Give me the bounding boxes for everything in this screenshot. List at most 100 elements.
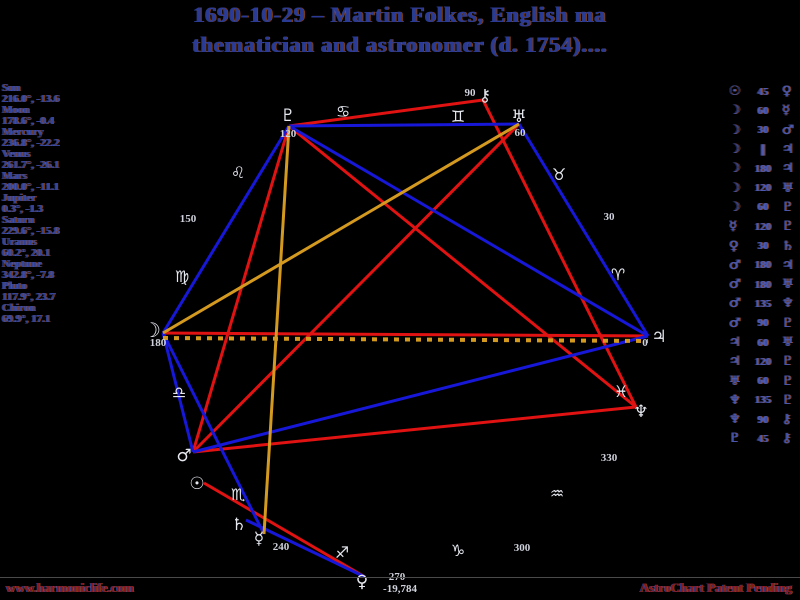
planet-coordinates: 200.0°, -11.1 <box>2 181 59 193</box>
ecliptic-degree-label: 150 <box>180 213 197 225</box>
planet-symbol: ♃ <box>782 161 794 177</box>
aspect-row: ♂ 135 ♆ <box>729 294 794 313</box>
planet-symbol: ☽ <box>729 199 741 215</box>
planet-symbol: ☉ <box>729 84 741 100</box>
planet-coordinates: 261.7°, -26.1 <box>2 159 60 171</box>
aspect-row: ☽ 60 ☿ <box>729 101 794 120</box>
planet-name: Saturn <box>2 214 35 226</box>
planet-glyph-chiron: ⚷ <box>479 86 491 106</box>
astrochart-watermark: AstroChart Patent Pending <box>639 580 792 595</box>
planet-symbol: ☿ <box>782 103 790 119</box>
aspect-angle: 45 <box>757 85 769 98</box>
planet-coordinates: 117.9°, 23.7 <box>2 291 56 303</box>
ephemeris-entry-chiron: Chiron 69.9°, 17.1 <box>2 303 60 325</box>
aspect-row: ♆ 135 ♇ <box>729 391 794 410</box>
planet-symbol: ♃ <box>729 335 741 350</box>
ecliptic-degree-label: 60 <box>515 127 527 139</box>
planet-symbol: ♅ <box>729 373 741 389</box>
aspect-angle: 120 <box>754 220 772 233</box>
aspect-angle: 180 <box>754 259 772 272</box>
aspect-line-mars-uranus <box>191 122 521 454</box>
ephemeris-panel: Sun 216.0°, -13.6 Moon 178.6°, -0.4 Mercury 2… <box>2 83 60 325</box>
page-title-line2: thematician and astronomer (d. 1754).... <box>192 32 608 57</box>
aspect-angle: 60 <box>757 201 769 214</box>
planet-name: Venus <box>2 148 31 160</box>
aspect-angle: 60 <box>757 375 769 388</box>
aspect-angle: 45 <box>757 432 769 445</box>
planet-coordinates: 236.8°, -22.2 <box>2 137 60 149</box>
planet-name: Moon <box>2 104 30 116</box>
planet-symbol: ♃ <box>782 257 794 273</box>
aspect-line-saturn-venus <box>245 518 366 579</box>
zodiac-sign-taurus: ♉ <box>552 165 566 184</box>
planet-glyph-saturn: ♄ <box>231 515 246 535</box>
aspect-angle: 135 <box>754 394 772 407</box>
aspect-angle: 180 <box>754 162 772 175</box>
zodiac-sign-cancer: ♋ <box>336 102 350 121</box>
aspect-row: ♂ 180 ♃ <box>729 256 794 275</box>
aspect-angle: 30 <box>757 124 769 137</box>
planet-glyph-pluto: ♇ <box>280 106 295 126</box>
planet-glyph-venus: ♀ <box>356 572 368 592</box>
aspect-row: ☿ 120 ♇ <box>729 217 794 236</box>
aspect-row: ♆ 90 ⚷ <box>729 410 794 429</box>
planet-symbol: ♂ <box>729 257 741 273</box>
ecliptic-degree-label: 90 <box>465 87 477 99</box>
planet-coordinates: 342.8°, -7.8 <box>2 269 55 281</box>
ecliptic-degree-label: 240 <box>273 541 290 553</box>
ephemeris-entry-uranus: Uranus 60.2°, 20.1 <box>2 237 60 259</box>
planet-symbol: ☽ <box>729 142 741 158</box>
planet-symbol: ♂ <box>729 277 741 293</box>
ephemeris-entry-venus: Venus 261.7°, -26.1 <box>2 149 60 171</box>
ecliptic-degree-label: 180 <box>150 337 167 349</box>
planet-symbol: ☿ <box>729 219 737 235</box>
planet-symbol: ☽ <box>729 161 741 177</box>
ecliptic-degree-label: 0 <box>642 337 648 349</box>
planet-symbol: ♇ <box>782 354 794 370</box>
planet-symbol: ♂ <box>729 296 741 312</box>
planet-symbol: ♆ <box>782 296 794 312</box>
planet-glyph-mercury: ☿ <box>254 529 264 549</box>
ecliptic-degree-label: 330 <box>601 452 618 464</box>
planet-symbol: ♄ <box>782 238 794 254</box>
planet-symbol: ♇ <box>782 373 794 389</box>
planet-symbol: ♅ <box>782 180 794 196</box>
ephemeris-entry-jupiter: Jupiter 0.3°, -1.3 <box>2 193 60 215</box>
ephemeris-entry-pluto: Pluto 117.9°, 23.7 <box>2 281 60 303</box>
zodiac-sign-scorpio: ♏ <box>231 485 245 504</box>
planet-coordinates: 69.9°, 17.1 <box>2 313 51 325</box>
ephemeris-entry-neptune: Neptune 342.8°, -7.8 <box>2 259 60 281</box>
planet-glyph-neptune: ♆ <box>633 402 648 422</box>
planet-name: Chiron <box>2 302 36 314</box>
ecliptic-degree-label: 120 <box>280 128 297 140</box>
zodiac-sign-gemini: ♊ <box>451 107 465 126</box>
planet-glyph-jupiter: ♃ <box>651 327 666 347</box>
planet-glyph-sun: ☉ <box>189 474 204 494</box>
ecliptic-degree-label: 30 <box>604 211 616 223</box>
planet-name: Mars <box>2 170 28 182</box>
aspect-row: ♂ 180 ♅ <box>729 275 794 294</box>
aspect-angle: 120 <box>754 182 772 195</box>
aspect-row: ☉ 45 ♀ <box>729 82 794 101</box>
aspect-line-pluto-chiron <box>288 98 484 128</box>
aspect-angle: 30 <box>757 240 769 253</box>
planet-glyph-mars: ♂ <box>176 446 191 466</box>
ecliptic-degree-label: 300 <box>514 542 531 554</box>
page-title: 1690-10-29 – Martin Folkes, English ma <box>193 2 607 27</box>
planet-symbol: ⚷ <box>782 412 792 428</box>
planet-symbol: ♆ <box>729 412 741 428</box>
aspect-angle: 120 <box>754 355 772 368</box>
aspect-line-moon-mars <box>161 332 195 453</box>
aspect-line-pluto-uranus <box>288 122 520 128</box>
planet-name: Sun <box>2 82 21 94</box>
aspect-line-chiron-neptune <box>481 99 638 408</box>
aspect-row: ♀ 30 ♄ <box>729 236 794 255</box>
planet-symbol: ♅ <box>782 335 794 350</box>
aspect-list-panel: ☉ 45 ♀ ☽ 60 ☿ ☽ 30 ♂ ☽ ∥ ♃ ☽ 180 ♃ ☽ 120 ♅ ☽ 60 ♇ ☿ 120 ♇ ♀ 30 ♄ ♂ 1… <box>729 82 794 449</box>
planet-name: Uranus <box>2 236 37 248</box>
ephemeris-entry-moon: Moon 178.6°, -0.4 <box>2 105 60 127</box>
aspect-line-pluto-jupiter <box>288 124 649 338</box>
planet-name: Pluto <box>2 280 28 292</box>
